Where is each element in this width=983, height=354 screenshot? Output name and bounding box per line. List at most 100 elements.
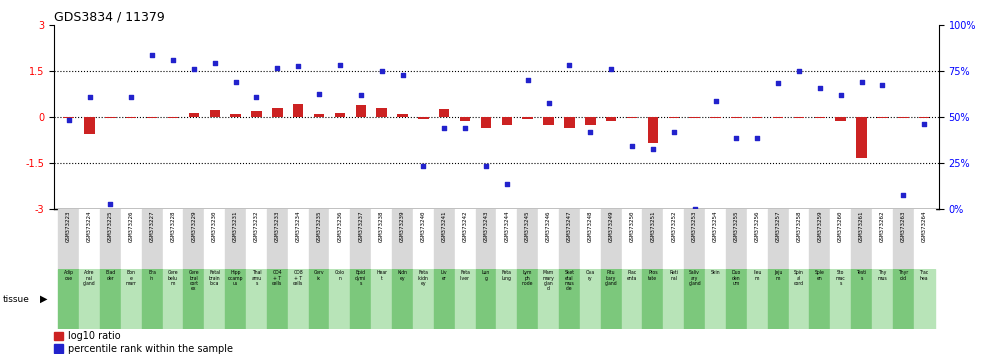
Text: Cerv
ix: Cerv ix [314,270,324,281]
Point [416,163,432,169]
Bar [455,209,476,269]
Bar [809,209,831,269]
Bar [788,269,809,329]
Bar [731,117,741,118]
Point [812,85,828,91]
Text: GSM373261: GSM373261 [859,210,864,241]
Text: GSM373227: GSM373227 [149,210,154,241]
Bar [664,269,684,329]
Text: Sple
en: Sple en [815,270,825,281]
Bar [272,108,282,117]
Bar [496,269,517,329]
Text: Skin: Skin [711,270,721,275]
Bar [684,209,705,269]
Text: GSM373235: GSM373235 [317,210,321,241]
Text: Thyr
oid: Thyr oid [898,270,908,281]
Text: GSM373243: GSM373243 [484,210,489,241]
Text: GSM373256: GSM373256 [755,210,760,241]
Point [708,99,723,104]
Point [228,79,244,84]
Bar [914,269,935,329]
Bar [747,209,768,269]
Text: GSM373238: GSM373238 [379,210,384,241]
Text: Hipp
ocamp
us: Hipp ocamp us [228,270,244,286]
Text: Sket
etal
mus
cle: Sket etal mus cle [564,270,574,291]
Bar [559,269,580,329]
Bar [768,269,788,329]
Bar [267,269,288,329]
Text: Feta
lkidn
ey: Feta lkidn ey [418,270,429,286]
Bar [793,117,804,118]
Bar [246,209,267,269]
Bar [54,344,63,353]
Bar [559,209,580,269]
Bar [105,117,116,118]
Point [541,100,556,106]
Text: percentile rank within the sample: percentile rank within the sample [68,343,233,354]
Text: GSM373239: GSM373239 [400,210,405,241]
Text: Plac
enta: Plac enta [627,270,637,281]
Bar [162,209,184,269]
Text: Saliv
ary
gland: Saliv ary gland [688,270,701,286]
Bar [121,269,142,329]
Bar [418,117,429,119]
Text: Ileu
m: Ileu m [753,270,762,281]
Bar [376,108,387,117]
Point [665,129,681,135]
Bar [580,269,601,329]
Bar [725,209,747,269]
Text: Adip
ose: Adip ose [64,270,74,281]
Bar [142,209,162,269]
Bar [668,117,679,118]
Point [478,163,493,169]
Bar [79,209,100,269]
Bar [309,209,329,269]
Text: GSM373263: GSM373263 [900,210,905,241]
Bar [648,117,659,143]
Bar [538,209,559,269]
Text: GSM373228: GSM373228 [170,210,176,241]
Point [436,125,452,130]
Bar [439,109,449,117]
Bar [168,117,178,118]
Point [791,68,807,74]
Text: GSM373226: GSM373226 [129,210,134,241]
Bar [204,269,225,329]
Bar [100,269,121,329]
Bar [293,104,304,117]
Point [875,82,891,87]
Bar [314,114,324,117]
Bar [230,114,241,117]
Bar [606,117,616,120]
Bar [413,209,434,269]
Bar [288,209,309,269]
Bar [585,117,596,125]
Text: GSM373225: GSM373225 [108,210,113,241]
Text: Trac
hea: Trac hea [919,270,929,281]
Bar [162,269,184,329]
Bar [752,117,763,118]
Bar [372,269,392,329]
Text: GSM373255: GSM373255 [734,210,739,241]
Bar [851,209,872,269]
Bar [851,269,872,329]
Text: tissue: tissue [3,295,29,304]
Bar [517,269,538,329]
Text: GSM373251: GSM373251 [651,210,656,241]
Text: GSM373236: GSM373236 [337,210,342,241]
Text: Jeju
m: Jeju m [774,270,782,281]
Text: GSM373242: GSM373242 [463,210,468,241]
Bar [146,117,157,118]
Bar [643,209,664,269]
Text: GSM373234: GSM373234 [296,210,301,241]
Point [312,91,327,97]
Bar [288,269,309,329]
Point [290,63,306,69]
Text: Ova
ry: Ova ry [586,270,595,281]
Text: Reti
nal: Reti nal [669,270,678,281]
Point [124,94,140,100]
Text: GSM373237: GSM373237 [358,210,364,241]
Text: GSM373262: GSM373262 [880,210,885,241]
Bar [872,269,893,329]
Bar [126,117,137,118]
